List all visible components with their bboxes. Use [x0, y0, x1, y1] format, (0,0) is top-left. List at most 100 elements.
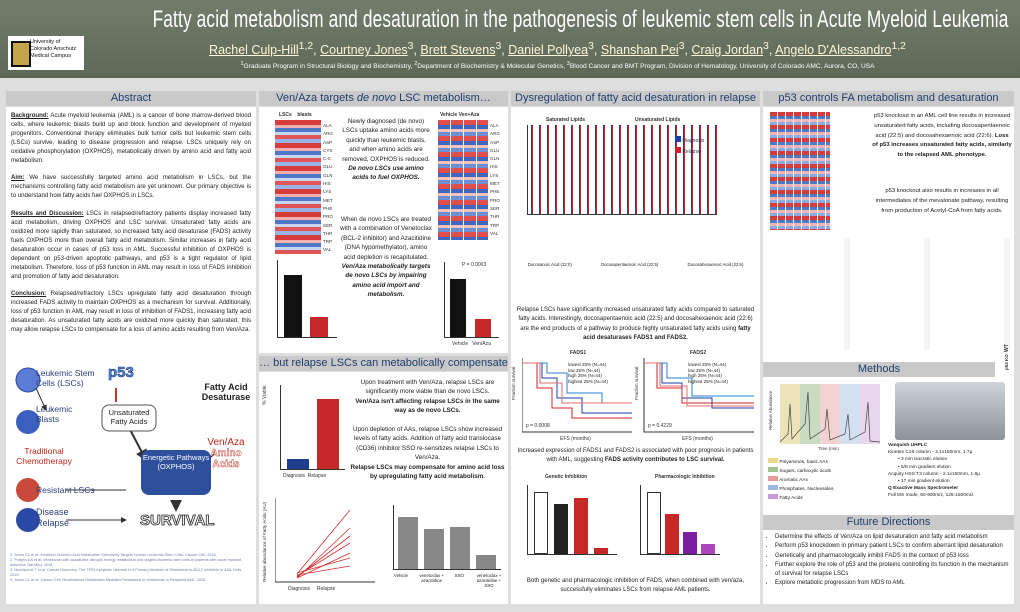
text: Ven/Aza metabolically targets de novo LS… — [341, 263, 431, 299]
text: Acquity HSS T3 column - 2.1x150mm, 1.8µ — [888, 471, 980, 477]
shape: Shanshan Pei3 — [601, 41, 692, 57]
text: Amino Acids — [210, 448, 242, 470]
text: Docosapentaenoic Acid (22:5) — [600, 262, 659, 267]
text: 3 — [588, 41, 594, 52]
heatmap-columns: LSCs blasts — [279, 112, 312, 118]
shape — [534, 492, 548, 554]
heatmap-row-label: THR — [490, 214, 500, 220]
shape — [701, 544, 715, 554]
panel — [6, 107, 256, 604]
shape: Rachel Culp-Hill1,2 — [209, 41, 320, 57]
text: Acute myeloid leukemia (AML) is a cancer… — [11, 112, 251, 164]
section-heading: Methods — [763, 362, 995, 377]
shape — [424, 529, 444, 569]
dot-plots — [520, 270, 755, 304]
text: Further explore the role of p53 and the … — [775, 561, 1012, 580]
bar-chart — [280, 385, 345, 470]
section-heading: Future Directions — [763, 515, 1014, 530]
text: Phosphates, Nucleosides — [779, 487, 834, 492]
text: Upon depletion of AAs, relapse LSCs show… — [352, 426, 503, 462]
x-label: Time (min) — [818, 446, 839, 451]
shape — [840, 384, 860, 444]
text: Relapse LSCs have significantly increase… — [516, 307, 755, 332]
text: venetoclax + azacitidine + SSO — [476, 573, 502, 588]
legend: Diagnosis Relapse — [675, 136, 704, 155]
panel-text: p53 knockout also results in increases i… — [875, 188, 1009, 214]
shape — [296, 565, 351, 576]
chart-title: Saturated Lipids — [546, 117, 586, 123]
shape — [522, 362, 632, 404]
panel-text: Increased expression of FADS1 and FADS2 … — [514, 447, 757, 466]
summary-diagram — [15, 367, 217, 532]
heatmap-row-label: PRO — [490, 197, 500, 203]
text: Relapse LSCs may compensate for amino ac… — [350, 463, 505, 481]
heatmap-row-label: VAL — [490, 230, 499, 236]
text: Ven/Aza targets — [276, 92, 357, 104]
shape — [296, 509, 351, 579]
heatmap-row-label: GLU — [323, 164, 333, 170]
shape: Aromatic AAs — [768, 476, 833, 485]
shape — [675, 136, 681, 142]
bar-chart — [527, 485, 617, 555]
x-label: EFS (months) — [682, 436, 713, 442]
y-label: Relative abundance of Fatty Acids (AU) — [262, 501, 267, 582]
heatmap-row-label: GLN — [323, 172, 333, 178]
shape — [398, 517, 418, 569]
shape: Craig Jordan3 — [691, 41, 775, 57]
diagram-label: Leukemic Stem Cells (LSCs) — [36, 368, 95, 388]
text: LSC metabolism… — [396, 92, 491, 104]
text: When de novo LSCs are treated with a com… — [340, 216, 432, 261]
text: Perform p53 knockdown in primary patient… — [775, 542, 1012, 551]
text: blasts — [297, 112, 312, 118]
text: highest 25% (N=44) — [568, 378, 608, 384]
text: Diagnosis — [682, 138, 705, 144]
diagram-label: Fatty Acid Desaturase — [201, 382, 251, 402]
text: low 25% (N=44) — [568, 367, 601, 373]
chart-title: Unsaturated Lipids — [635, 117, 681, 123]
panel-text: Relapse LSCs have significantly increase… — [514, 306, 757, 344]
text: Kinetex C18 column - 2.1x150mm, 1.7µ — [888, 450, 973, 456]
text: 2. Pollyea DA et al. Venetoclax with aza… — [10, 558, 241, 567]
shape: Brett Stevens3 — [420, 41, 508, 58]
text: Relapsed/refractory LSCs upregulate fatt… — [11, 290, 251, 334]
references: 1. Jones CL et al. Inhibition of Amino A… — [10, 553, 250, 583]
shape — [644, 362, 754, 397]
shape — [820, 384, 840, 444]
heatmap-row-label: LYS — [490, 172, 499, 178]
text: high 25% (N=44) — [688, 373, 722, 378]
text: 3 — [566, 61, 570, 67]
instrument-image — [895, 382, 1005, 440]
heatmap-row-label: LYS — [323, 189, 332, 195]
text: highest 25% (N=44) — [688, 378, 728, 384]
chromatogram — [780, 384, 880, 444]
heatmap-row-label: PHE — [323, 205, 333, 211]
shape — [665, 514, 679, 554]
text: Department of Biochemistry & Molecular G… — [417, 63, 565, 71]
text: Daniel Pollyea — [508, 43, 589, 58]
header-band — [0, 0, 1020, 78]
shape: Daniel Pollyea3 — [508, 41, 601, 58]
text: Brett Stevens — [420, 43, 496, 58]
heatmap-rows: ALA ARG ASP GLU GLN HIS LYS MET PHE PRO SER THR TRP V… — [490, 122, 500, 238]
shape — [768, 476, 778, 481]
section-heading: … but relapse LSCs can metabolically com… — [259, 356, 508, 371]
abstract-text: Background: Acute myeloid leukemia (AML)… — [11, 112, 251, 335]
text: Loss of p53 increases unsaturated fatty … — [872, 132, 1012, 159]
methods-text: Vanquish UHPLC Kinetex C18 column - 2.1x… — [888, 442, 980, 500]
text: Courtney Jones — [320, 43, 408, 58]
shape — [522, 358, 754, 433]
x-label: Vehicle Ven/Aza — [452, 341, 491, 347]
text: Genetically and pharmacologically inhibi… — [775, 552, 1012, 561]
p-value: P = 0.0003 — [462, 262, 487, 268]
bar-chart — [640, 485, 720, 555]
shape: Determine the effects of Ven/Aza on lipi… — [766, 533, 1012, 589]
shape — [287, 459, 309, 469]
heatmap — [770, 112, 830, 230]
text: Conclusion: — [11, 290, 47, 298]
text: lowest 25% (N=44) — [568, 362, 607, 367]
p-value: p = 0.4229 — [648, 423, 672, 429]
shape — [644, 362, 754, 407]
heatmap-row-label: SER — [490, 205, 500, 211]
heatmap-row-label: ASP — [490, 139, 500, 145]
panel-text: Both genetic and pharmacologic inhibitio… — [526, 578, 745, 594]
